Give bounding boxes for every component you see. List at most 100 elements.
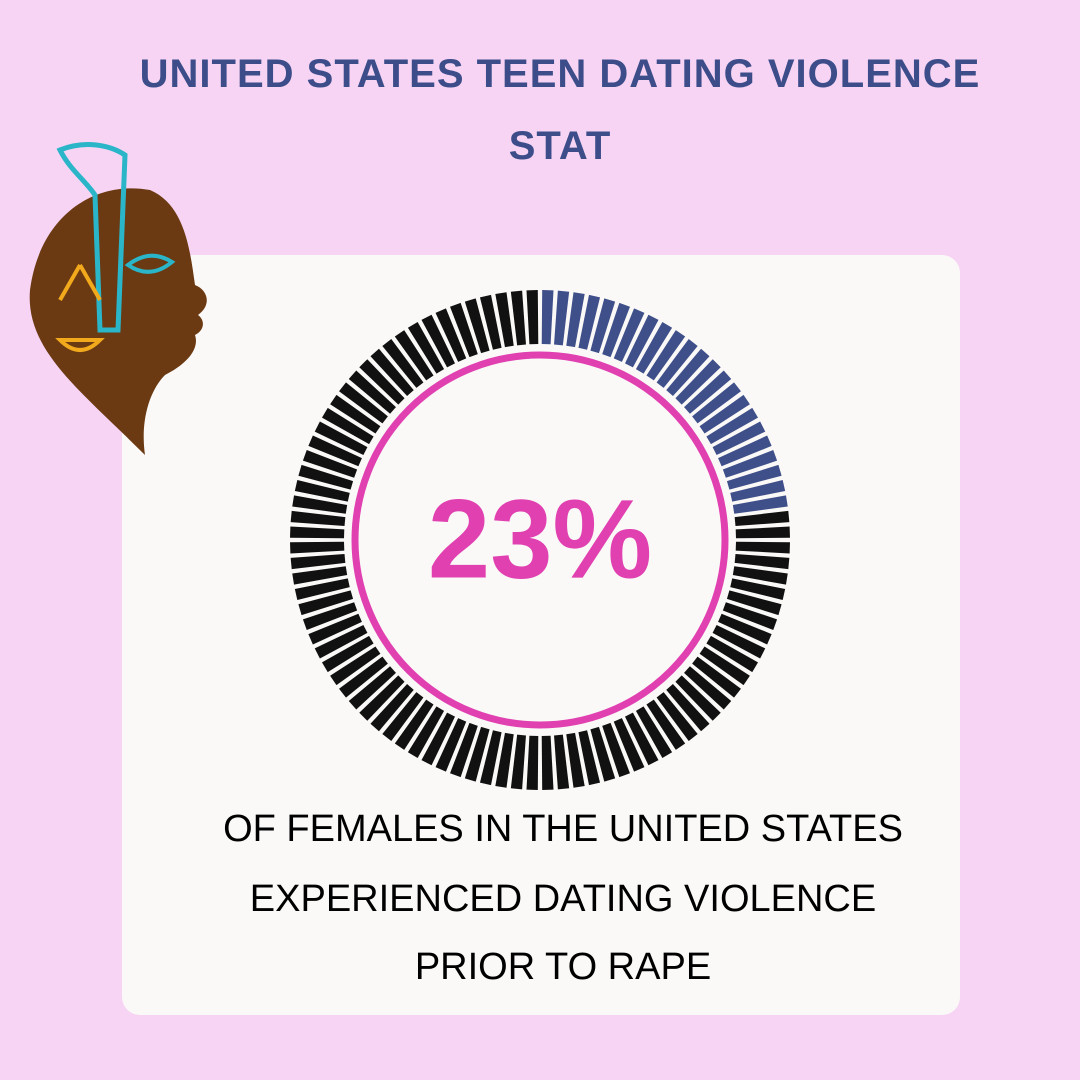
gauge-segment-filled (613, 308, 645, 362)
gauge-segment (450, 722, 478, 778)
gauge-segment (290, 541, 345, 554)
gauge-segment (348, 370, 396, 414)
gauge-segment (625, 712, 659, 766)
gauge-segment (314, 625, 368, 659)
gauge-segment (314, 421, 368, 455)
gauge-segment (359, 675, 405, 721)
gauge-segment (590, 726, 616, 782)
gauge-segment-filled (730, 479, 786, 502)
gauge-segment (421, 314, 455, 368)
gauge-segment (382, 339, 424, 388)
gauge-segment-filled (656, 339, 698, 388)
gauge-segment (735, 541, 790, 554)
gauge-segment (510, 290, 526, 346)
gauge-segment-filled (699, 394, 750, 434)
gauge-segment (735, 526, 790, 539)
gauge-segment (294, 578, 350, 601)
gauge-segment (339, 382, 388, 424)
gauge-segment (321, 407, 374, 445)
gauge-segment (706, 635, 759, 673)
gauge-segment (656, 692, 698, 741)
gauge-segment (394, 699, 434, 750)
gauge-segment (370, 348, 414, 396)
gauge-segment-filled (722, 450, 778, 478)
gauge-segment-filled (566, 292, 585, 348)
gauge-segment (541, 735, 554, 790)
gauge-segment (730, 578, 786, 601)
gauge-segment (290, 526, 345, 539)
gauge-segment (495, 732, 514, 788)
gauge-segment (294, 479, 350, 502)
caption-line: PRIOR TO RAPE (414, 946, 712, 988)
gauge-segment (526, 290, 539, 345)
gauge-segment (646, 699, 686, 750)
head-illustration (29, 142, 207, 455)
gauge-segment (464, 726, 490, 782)
gauge-track (290, 290, 790, 790)
gauge-segment (435, 308, 467, 362)
gauge-segment-filled (602, 302, 630, 358)
gauge-segment (732, 566, 788, 585)
gauge-segment-filled (554, 290, 570, 346)
gauge-segment-filled (578, 294, 601, 350)
gauge-segment (712, 625, 766, 659)
gauge-segment (734, 510, 790, 526)
gauge-segment (407, 706, 445, 759)
gauge-segment-filled (726, 464, 782, 490)
gauge-segment (495, 292, 514, 348)
gauge-segment (684, 666, 732, 710)
gauge-segment-filled (675, 359, 721, 405)
gauge-segment (726, 590, 782, 616)
gauge-segment-filled (541, 290, 554, 345)
gauge-segment (602, 722, 630, 778)
gauge-segment-filled (646, 330, 686, 381)
gauge-segment (692, 656, 741, 698)
gauge-segment (321, 635, 374, 673)
gauge-segment (308, 435, 362, 467)
gauge-segment-filled (625, 314, 659, 368)
gauge-segment (359, 359, 405, 405)
gauge-segment (339, 656, 388, 698)
gauge-segment (675, 675, 721, 721)
caption-line: EXPERIENCED DATING VIOLENCE (249, 878, 877, 920)
gauge-segment (722, 602, 778, 630)
gauge-segment-filled (712, 421, 766, 455)
caption-line: OF FEMALES IN THE UNITED STATES (223, 808, 903, 850)
gauge-segment (290, 510, 346, 526)
gauge-segment (566, 732, 585, 788)
gauge-segment-filled (718, 435, 772, 467)
value-label: 23% (428, 477, 652, 602)
gauge-value (541, 290, 788, 514)
gauge-segment (554, 734, 570, 790)
gauge-segment (330, 394, 381, 434)
gauge-segment (298, 590, 354, 616)
gauge-segment (635, 706, 673, 759)
gauge-segment (302, 602, 358, 630)
gauge-segment (394, 330, 434, 381)
gauge-segment-filled (635, 321, 673, 374)
gauge-segment (407, 321, 445, 374)
gauge-segment (479, 294, 502, 350)
gauge-segment (382, 692, 424, 741)
title: UNITED STATES TEEN DATING VIOLENCE STAT (139, 52, 981, 168)
gauge-segment (370, 684, 414, 732)
gauge-segment-filled (590, 298, 616, 354)
gauge-segment (510, 734, 526, 790)
gauge-segment (666, 684, 710, 732)
inner-ring (351, 351, 729, 729)
gauge-segment-filled (684, 370, 732, 414)
gauge-segment (718, 613, 772, 645)
gauge-segment (578, 730, 601, 786)
gauge-segment (292, 566, 348, 585)
gauge-segment (699, 646, 750, 686)
gauge-segment (734, 554, 790, 570)
gauge-segment (330, 646, 381, 686)
gauge-segment (302, 450, 358, 478)
gauge-segment (298, 464, 354, 490)
gauge-segment (292, 495, 348, 514)
gauge-segment (479, 730, 502, 786)
gauge-segment (308, 613, 362, 645)
gauge-segment (290, 554, 346, 570)
